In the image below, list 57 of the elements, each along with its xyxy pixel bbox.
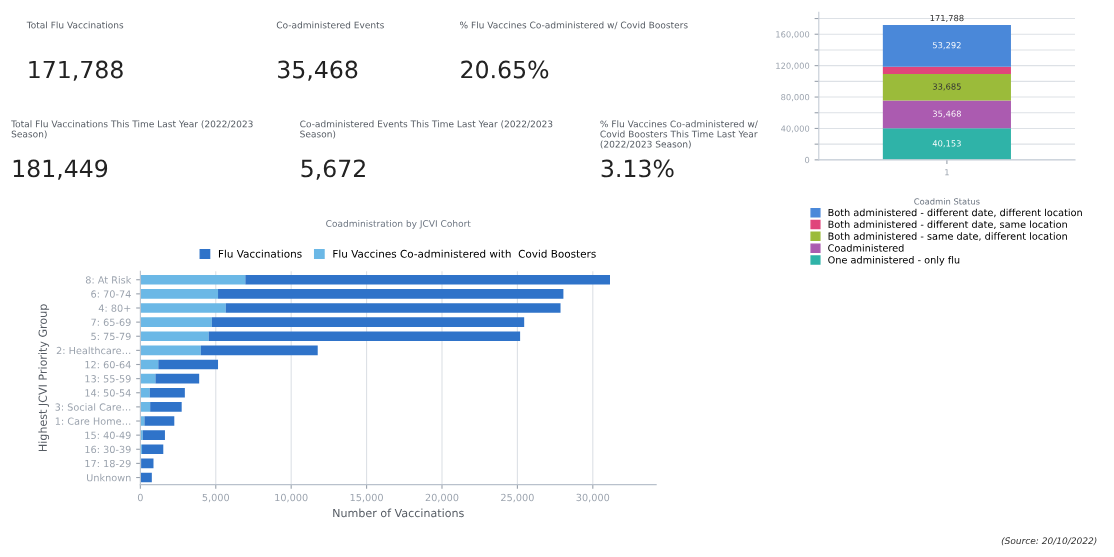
x-tick-label: 10,000: [275, 493, 308, 503]
y-tick-label: 14: 50-54: [85, 389, 131, 397]
legend-label: Coadministered: [828, 244, 904, 252]
x-tick-label: 1: [945, 169, 949, 176]
y-tick-label: 13: 55-59: [85, 375, 131, 383]
chart-title: Coadministration by JCVI Cohort: [326, 219, 471, 229]
legend-label: Both administered - different date, different location: [828, 208, 1082, 218]
y-tick-label: 16: 30-39: [85, 445, 131, 454]
text: 35,468: [278, 60, 358, 81]
x-tick-label: 15,000: [350, 493, 383, 503]
y-tick-label: 8: At Risk: [85, 276, 132, 284]
text: 3.13%: [601, 159, 674, 178]
data-label: 53,292: [932, 42, 961, 50]
text: 20.65%: [461, 60, 549, 79]
y-tick-label: 1: Care Home…: [55, 417, 131, 425]
data-label: 40,153: [932, 140, 961, 148]
y-tick-label: 4: 80+: [98, 304, 131, 312]
text: 5,672: [301, 159, 365, 180]
x-tick-label: 20,000: [425, 493, 459, 503]
y-tick-label: 5: 75-79: [91, 332, 131, 341]
total-label: 171,788: [930, 14, 964, 22]
y-tick-label: 40,000: [781, 125, 810, 133]
y-tick-label: 3: Social Care…: [55, 403, 131, 411]
text: Co-administered Events This Time Last Year (2022/2023 Season): [300, 120, 553, 139]
x-tick-label: 5,000: [202, 493, 230, 503]
text: Co-administered Events: [276, 21, 384, 29]
y-tick-label: 80,000: [781, 94, 810, 102]
y-tick-label: 0: [805, 156, 810, 164]
y-tick-label: 17: 18-29: [85, 459, 131, 468]
x-tick-label: 30,000: [576, 493, 610, 503]
x-axis-title: Number of Vaccinations: [333, 508, 464, 518]
y-tick-label: 15: 40-49: [85, 431, 131, 439]
text: Total Flu Vaccinations: [26, 21, 124, 29]
text: Total Flu Vaccinations This Time Last Year (2022/2023 Season): [11, 120, 253, 139]
text: % Flu Vaccines Co-administered w/ Covid Boosters This Time Last Year (2022/2023 Season): [600, 120, 758, 149]
x-tick-label: 25,000: [501, 493, 534, 503]
legend-label: One administered - only flu: [828, 255, 960, 266]
legend-label: Both administered - same date, different location: [828, 232, 1067, 241]
data-label: 33,685: [932, 83, 961, 91]
y-axis-title: Highest JCVI Priority Group: [38, 304, 50, 452]
legend-label: Flu Vaccinations: [218, 249, 302, 258]
y-tick-label: 6: 70-74: [91, 290, 131, 298]
y-tick-label: 2: Healthcare…: [56, 346, 131, 355]
text: 181,449: [13, 159, 108, 180]
y-tick-label: 120,000: [776, 62, 810, 70]
legend-label: Both administered - different date, same location: [828, 220, 1067, 229]
y-tick-label: 160,000: [776, 31, 810, 39]
y-tick-label: 7: 65-69: [91, 318, 131, 326]
text: % Flu Vaccines Co-administered w/ Covid Boosters: [460, 21, 688, 30]
y-tick-label: Unknown: [87, 473, 131, 482]
legend-title: Coadmin Status: [914, 198, 980, 205]
y-tick-label: 12: 60-64: [85, 360, 131, 369]
text: (Source: 20/10/2022): [1001, 537, 1097, 546]
data-label: 35,468: [932, 110, 961, 118]
legend-label: Flu Vaccines Co-administered with Covid Boosters: [333, 249, 596, 258]
text: 171,788: [29, 60, 123, 81]
x-tick-label: 0: [137, 493, 143, 502]
